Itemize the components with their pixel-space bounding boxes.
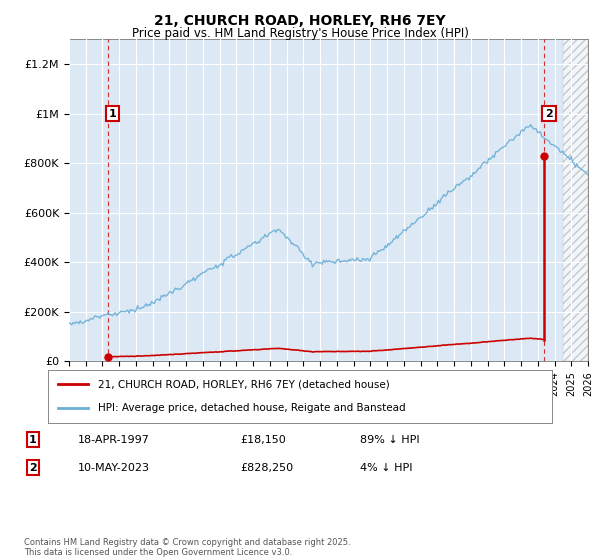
Text: HPI: Average price, detached house, Reigate and Banstead: HPI: Average price, detached house, Reig… [98,403,406,413]
Text: Contains HM Land Registry data © Crown copyright and database right 2025.
This d: Contains HM Land Registry data © Crown c… [24,538,350,557]
Bar [563,39,588,361]
Text: 2: 2 [545,109,553,119]
Text: 10-MAY-2023: 10-MAY-2023 [78,463,150,473]
Text: 21, CHURCH ROAD, HORLEY, RH6 7EY (detached house): 21, CHURCH ROAD, HORLEY, RH6 7EY (detach… [98,380,390,390]
Text: 4% ↓ HPI: 4% ↓ HPI [360,463,413,473]
Text: £18,150: £18,150 [240,435,286,445]
Text: 18-APR-1997: 18-APR-1997 [78,435,150,445]
Text: 1: 1 [29,435,37,445]
Bar [563,39,588,361]
Text: £828,250: £828,250 [240,463,293,473]
Text: Price paid vs. HM Land Registry's House Price Index (HPI): Price paid vs. HM Land Registry's House … [131,27,469,40]
Text: 21, CHURCH ROAD, HORLEY, RH6 7EY: 21, CHURCH ROAD, HORLEY, RH6 7EY [154,14,446,28]
Text: 2: 2 [29,463,37,473]
Text: 89% ↓ HPI: 89% ↓ HPI [360,435,419,445]
Text: 1: 1 [109,109,116,119]
